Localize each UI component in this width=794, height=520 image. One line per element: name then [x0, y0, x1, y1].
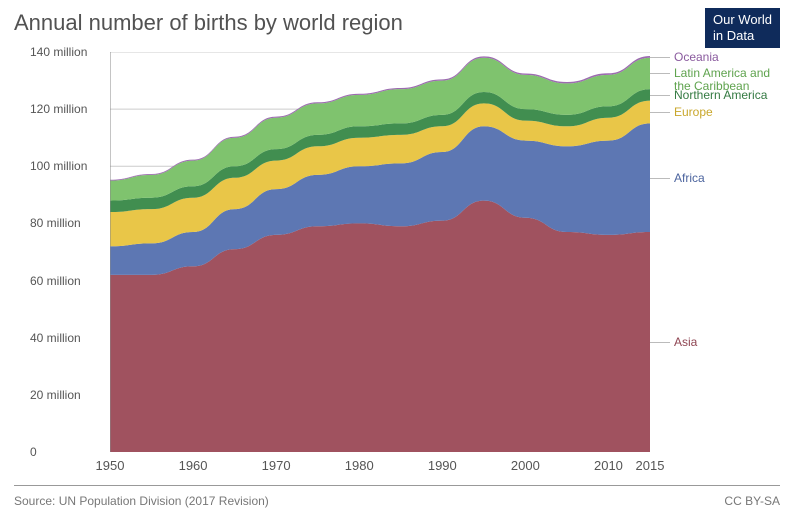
legend-item-northern-america: Northern America — [674, 89, 790, 102]
legend: OceaniaLatin America and the CaribbeanNo… — [660, 52, 790, 452]
logo-line-2: in Data — [713, 28, 772, 44]
logo-line-1: Our World — [713, 12, 772, 27]
legend-item-europe: Europe — [674, 106, 790, 119]
y-tick-label: 40 million — [30, 331, 105, 345]
legend-item-oceania: Oceania — [674, 51, 790, 64]
owid-logo: Our World in Data — [705, 8, 780, 48]
legend-item-asia: Asia — [674, 336, 790, 349]
footer-source: Source: UN Population Division (2017 Rev… — [14, 494, 269, 508]
x-tick-label: 1950 — [96, 458, 125, 473]
x-tick-label: 1970 — [262, 458, 291, 473]
legend-leader — [650, 57, 670, 58]
chart-area: 020 million40 million60 million80 millio… — [30, 52, 650, 452]
x-tick-label: 2000 — [511, 458, 540, 473]
x-tick-label: 1980 — [345, 458, 374, 473]
y-tick-label: 0 — [30, 445, 105, 459]
y-tick-label: 100 million — [30, 159, 105, 173]
plot — [110, 52, 650, 452]
footer-rule — [14, 485, 780, 486]
license-label: CC BY-SA — [724, 494, 780, 508]
x-tick-label: 1990 — [428, 458, 457, 473]
legend-leader — [650, 95, 670, 96]
y-tick-label: 120 million — [30, 102, 105, 116]
x-tick-label: 2010 — [594, 458, 623, 473]
y-tick-label: 60 million — [30, 274, 105, 288]
legend-item-africa: Africa — [674, 172, 790, 185]
y-tick-label: 140 million — [30, 45, 105, 59]
page-title: Annual number of births by world region — [14, 10, 403, 36]
legend-leader — [650, 342, 670, 343]
y-tick-label: 80 million — [30, 216, 105, 230]
legend-leader — [650, 178, 670, 179]
legend-leader — [650, 112, 670, 113]
x-tick-label: 2015 — [636, 458, 665, 473]
x-tick-label: 1960 — [179, 458, 208, 473]
y-tick-label: 20 million — [30, 388, 105, 402]
legend-leader — [650, 73, 670, 74]
